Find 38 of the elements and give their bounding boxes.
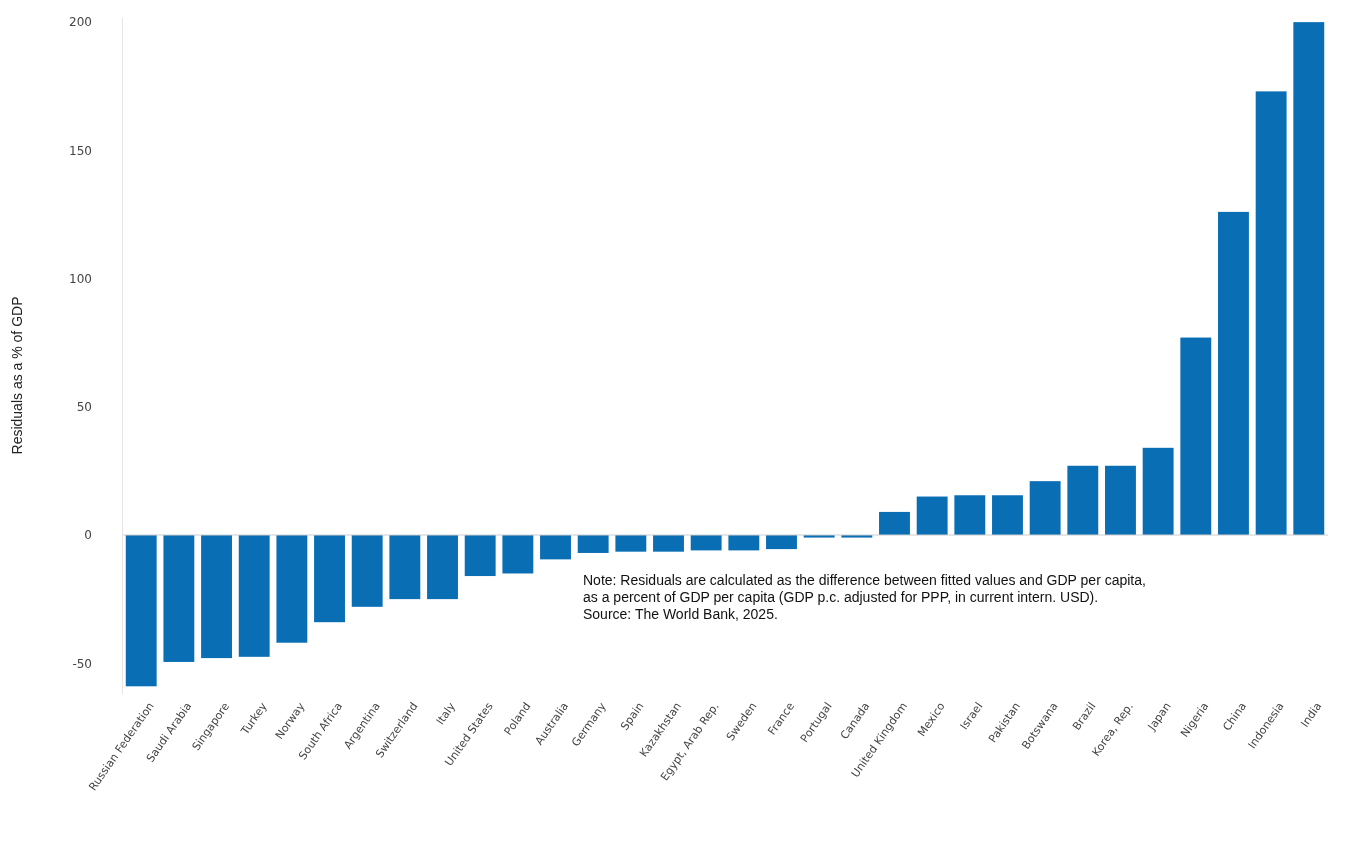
- bar: [992, 495, 1023, 536]
- bar: [615, 535, 647, 552]
- y-tick-label: 150: [69, 143, 92, 158]
- bar: [389, 535, 421, 600]
- annotation: Note: Residuals are calculated as the difference between fitted values and GDP per capita, as a percent of GDP per capita (GDP p.c. adjusted for PPP, in current intern. USD). Source: The World Bank, 2025.: [583, 572, 1146, 622]
- bar: [1293, 22, 1325, 536]
- bar: [163, 535, 195, 662]
- bar: [1029, 481, 1061, 536]
- bar: [351, 535, 383, 607]
- bar: [276, 535, 308, 643]
- y-tick-label: 0: [84, 528, 92, 543]
- bar: [1142, 447, 1174, 536]
- bar: [879, 511, 910, 536]
- bar: [464, 535, 496, 577]
- bar: [954, 495, 986, 536]
- bar: [1218, 211, 1249, 536]
- bar: [916, 496, 948, 536]
- bar: [1255, 91, 1287, 536]
- bar: [314, 535, 345, 623]
- y-tick-label: 100: [69, 271, 92, 286]
- y-tick-label: -50: [72, 656, 92, 671]
- bar: [540, 535, 571, 560]
- bar: [201, 535, 232, 659]
- bar: [502, 535, 534, 574]
- y-tick-label: 200: [69, 15, 92, 30]
- bar: [728, 535, 760, 551]
- bar: [1105, 465, 1136, 536]
- bar: [1180, 337, 1212, 536]
- bar: [690, 535, 722, 551]
- bar: [125, 535, 157, 687]
- y-axis-title: Residuals as a % of GDP: [9, 296, 25, 455]
- bar: [238, 535, 270, 657]
- bar: [427, 535, 458, 600]
- y-tick-label: 50: [76, 400, 92, 415]
- bar: [766, 535, 797, 550]
- bar: [577, 535, 609, 553]
- bar: [1067, 465, 1099, 536]
- bar: [653, 535, 684, 552]
